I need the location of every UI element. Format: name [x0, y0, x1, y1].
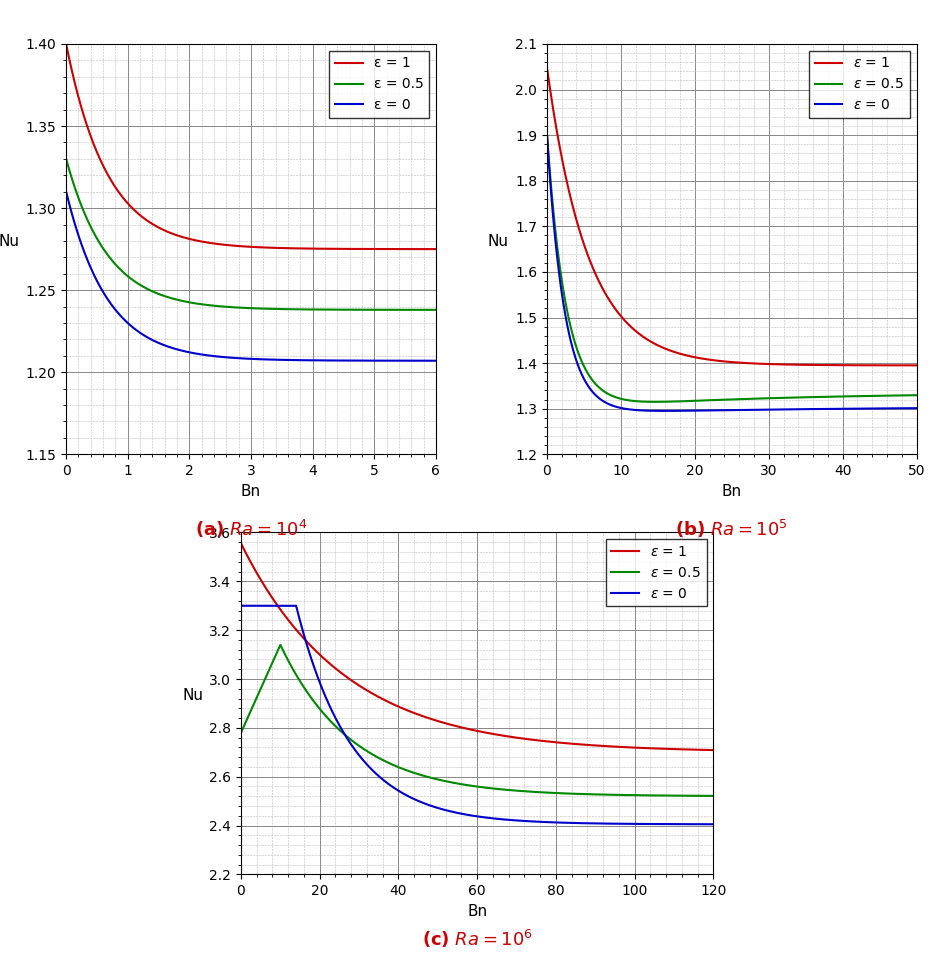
$\varepsilon$ = 0.5 — [235, 727, 246, 739]
Line: $\varepsilon$ = 1: $\varepsilon$ = 1 — [241, 543, 713, 750]
$\varepsilon$ = 1 — [560, 171, 571, 183]
$\varepsilon$ = 1 — [900, 360, 911, 371]
ε = 0 — [355, 355, 366, 366]
$\varepsilon$ = 0.5 — [698, 790, 709, 802]
$\varepsilon$ = 0.5 — [541, 127, 552, 139]
$\varepsilon$ = 1 — [416, 710, 428, 722]
Line: $\varepsilon$ = 1: $\varepsilon$ = 1 — [547, 66, 916, 365]
ε = 0.5 — [348, 304, 360, 316]
$\varepsilon$ = 1 — [707, 744, 718, 756]
Text: $\mathbf{(b)}$$\ Ra = 10^5$: $\mathbf{(b)}$$\ Ra = 10^5$ — [675, 518, 787, 540]
ε = 0.5 — [430, 304, 441, 316]
ε = 0.5 — [98, 243, 110, 255]
$\varepsilon$ = 0.5 — [275, 639, 286, 651]
Text: $\mathbf{(c)}$$\ Ra = 10^6$: $\mathbf{(c)}$$\ Ra = 10^6$ — [421, 928, 532, 951]
Line: $\varepsilon$ = 0.5: $\varepsilon$ = 0.5 — [547, 133, 916, 402]
ε = 1 — [98, 161, 110, 173]
ε = 0.5 — [314, 304, 326, 316]
$\varepsilon$ = 0 — [720, 404, 732, 416]
Line: ε = 0: ε = 0 — [66, 191, 435, 361]
ε = 1 — [223, 239, 234, 251]
$\varepsilon$ = 0.5 — [649, 396, 660, 407]
ε = 1 — [355, 243, 366, 255]
$\varepsilon$ = 0 — [910, 403, 921, 414]
ε = 0 — [98, 287, 110, 299]
Text: $\mathbf{(a)}$$\ Ra = 10^4$: $\mathbf{(a)}$$\ Ra = 10^4$ — [194, 518, 307, 540]
$\varepsilon$ = 0 — [900, 403, 911, 414]
$\varepsilon$ = 0 — [560, 312, 571, 323]
$\varepsilon$ = 0 — [647, 818, 658, 829]
$\varepsilon$ = 0.5 — [647, 789, 658, 801]
ε = 0.5 — [355, 304, 366, 316]
Line: ε = 0.5: ε = 0.5 — [66, 159, 435, 310]
Y-axis label: Nu: Nu — [0, 234, 20, 249]
Line: $\varepsilon$ = 0: $\varepsilon$ = 0 — [241, 606, 713, 825]
$\varepsilon$ = 1 — [832, 360, 843, 371]
$\varepsilon$ = 0 — [289, 600, 300, 612]
Line: $\varepsilon$ = 0: $\varepsilon$ = 0 — [547, 133, 916, 411]
$\varepsilon$ = 0.5 — [437, 775, 448, 786]
ε = 0.5 — [210, 300, 221, 312]
ε = 1 — [314, 243, 326, 255]
$\varepsilon$ = 0.5 — [317, 707, 329, 719]
$\varepsilon$ = 0.5 — [560, 298, 571, 310]
$\varepsilon$ = 1 — [647, 743, 658, 754]
Y-axis label: Nu: Nu — [487, 234, 508, 249]
ε = 0 — [314, 355, 326, 366]
$\varepsilon$ = 0 — [900, 403, 911, 414]
$\varepsilon$ = 0.5 — [900, 390, 911, 402]
$\varepsilon$ = 1 — [317, 652, 329, 663]
$\varepsilon$ = 0.5 — [707, 790, 718, 802]
$\varepsilon$ = 0 — [698, 819, 709, 830]
Line: $\varepsilon$ = 0.5: $\varepsilon$ = 0.5 — [241, 645, 713, 796]
$\varepsilon$ = 1 — [436, 716, 447, 728]
$\varepsilon$ = 0 — [711, 404, 722, 416]
ε = 0 — [223, 352, 234, 363]
$\varepsilon$ = 0 — [416, 796, 428, 808]
X-axis label: Bn: Bn — [241, 484, 261, 498]
$\varepsilon$ = 1 — [910, 360, 921, 371]
$\varepsilon$ = 0.5 — [900, 390, 911, 402]
ε = 0 — [210, 351, 221, 362]
ε = 0.5 — [223, 301, 234, 313]
$\varepsilon$ = 0 — [317, 685, 329, 697]
$\varepsilon$ = 1 — [711, 355, 722, 366]
$\varepsilon$ = 1 — [899, 360, 910, 371]
ε = 0.5 — [60, 153, 72, 165]
$\varepsilon$ = 0.5 — [720, 394, 732, 405]
ε = 0 — [430, 355, 441, 366]
$\varepsilon$ = 1 — [541, 61, 552, 72]
Y-axis label: Nu: Nu — [182, 689, 203, 703]
$\varepsilon$ = 0.5 — [910, 390, 921, 402]
ε = 1 — [348, 243, 360, 255]
$\varepsilon$ = 1 — [698, 744, 709, 756]
$\varepsilon$ = 0.5 — [711, 394, 722, 405]
$\varepsilon$ = 0 — [707, 819, 718, 830]
$\varepsilon$ = 1 — [720, 356, 732, 367]
ε = 1 — [210, 237, 221, 249]
Legend: $\varepsilon$ = 1, $\varepsilon$ = 0.5, $\varepsilon$ = 0: $\varepsilon$ = 1, $\varepsilon$ = 0.5, … — [808, 51, 909, 118]
X-axis label: Bn: Bn — [466, 904, 487, 918]
X-axis label: Bn: Bn — [721, 484, 741, 498]
ε = 1 — [60, 38, 72, 50]
$\varepsilon$ = 1 — [235, 537, 246, 549]
Legend: ε = 1, ε = 0.5, ε = 0: ε = 1, ε = 0.5, ε = 0 — [329, 51, 429, 118]
$\varepsilon$ = 0.5 — [289, 667, 300, 679]
$\varepsilon$ = 0 — [436, 803, 447, 815]
$\varepsilon$ = 0 — [659, 405, 670, 417]
$\varepsilon$ = 0.5 — [832, 391, 843, 403]
Line: ε = 1: ε = 1 — [66, 44, 435, 249]
$\varepsilon$ = 0.5 — [416, 770, 428, 782]
$\varepsilon$ = 1 — [289, 622, 300, 634]
$\varepsilon$ = 0 — [541, 127, 552, 139]
Legend: $\varepsilon$ = 1, $\varepsilon$ = 0.5, $\varepsilon$ = 0: $\varepsilon$ = 1, $\varepsilon$ = 0.5, … — [605, 539, 706, 607]
$\varepsilon$ = 0 — [235, 600, 246, 612]
$\varepsilon$ = 0 — [832, 403, 843, 414]
ε = 0 — [348, 355, 360, 366]
ε = 1 — [430, 243, 441, 255]
ε = 0 — [60, 186, 72, 197]
